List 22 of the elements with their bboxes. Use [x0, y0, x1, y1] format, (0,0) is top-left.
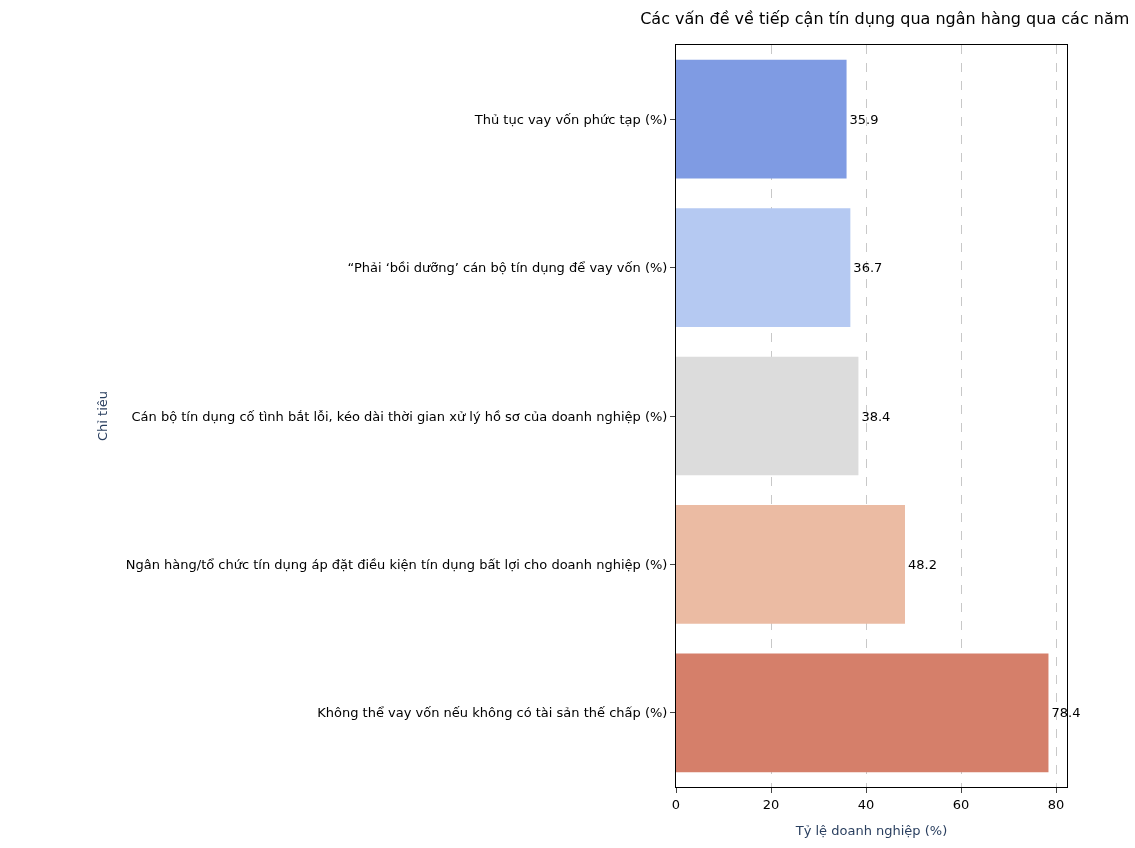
- bar: [676, 653, 1049, 773]
- x-tick-label: 40: [857, 796, 875, 812]
- x-tick-label: 80: [1047, 796, 1065, 812]
- y-tick-label: Thủ tục vay vốn phức tạp (%): [473, 111, 668, 127]
- y-tick-label: Không thể vay vốn nếu không có tài sản thế chấp (%): [317, 705, 668, 721]
- bar: [676, 356, 859, 476]
- bar: [676, 505, 905, 624]
- data-label: 36.7: [853, 260, 883, 276]
- chart-title: Các vấn đề về tiếp cận tín dụng qua ngân hàng qua các năm: [640, 8, 1130, 28]
- y-tick-label: Ngân hàng/tổ chức tín dụng áp đặt điều kiện tín dụng bất lợi cho doanh nghiệp (%): [125, 556, 668, 572]
- x-tick-label: 20: [762, 796, 780, 812]
- x-tick-label: 0: [671, 796, 681, 812]
- bar: [676, 208, 851, 327]
- data-label: 38.4: [861, 408, 891, 424]
- y-axis-title: Chỉ tiêu: [94, 390, 110, 442]
- x-tick-label: 60: [952, 796, 970, 812]
- data-label: 35.9: [849, 111, 879, 127]
- y-tick-label: Cán bộ tín dụng cố tình bắt lỗi, kéo dài thời gian xử lý hồ sơ của doanh nghiệp (%): [131, 408, 668, 424]
- y-tick-label: “Phải ‘bồi dưỡng’ cán bộ tín dụng để vay vốn (%): [347, 260, 668, 276]
- bar: [676, 59, 847, 179]
- x-axis-title: Tỷ lệ doanh nghiệp (%): [794, 823, 948, 839]
- data-label: 48.2: [907, 556, 937, 572]
